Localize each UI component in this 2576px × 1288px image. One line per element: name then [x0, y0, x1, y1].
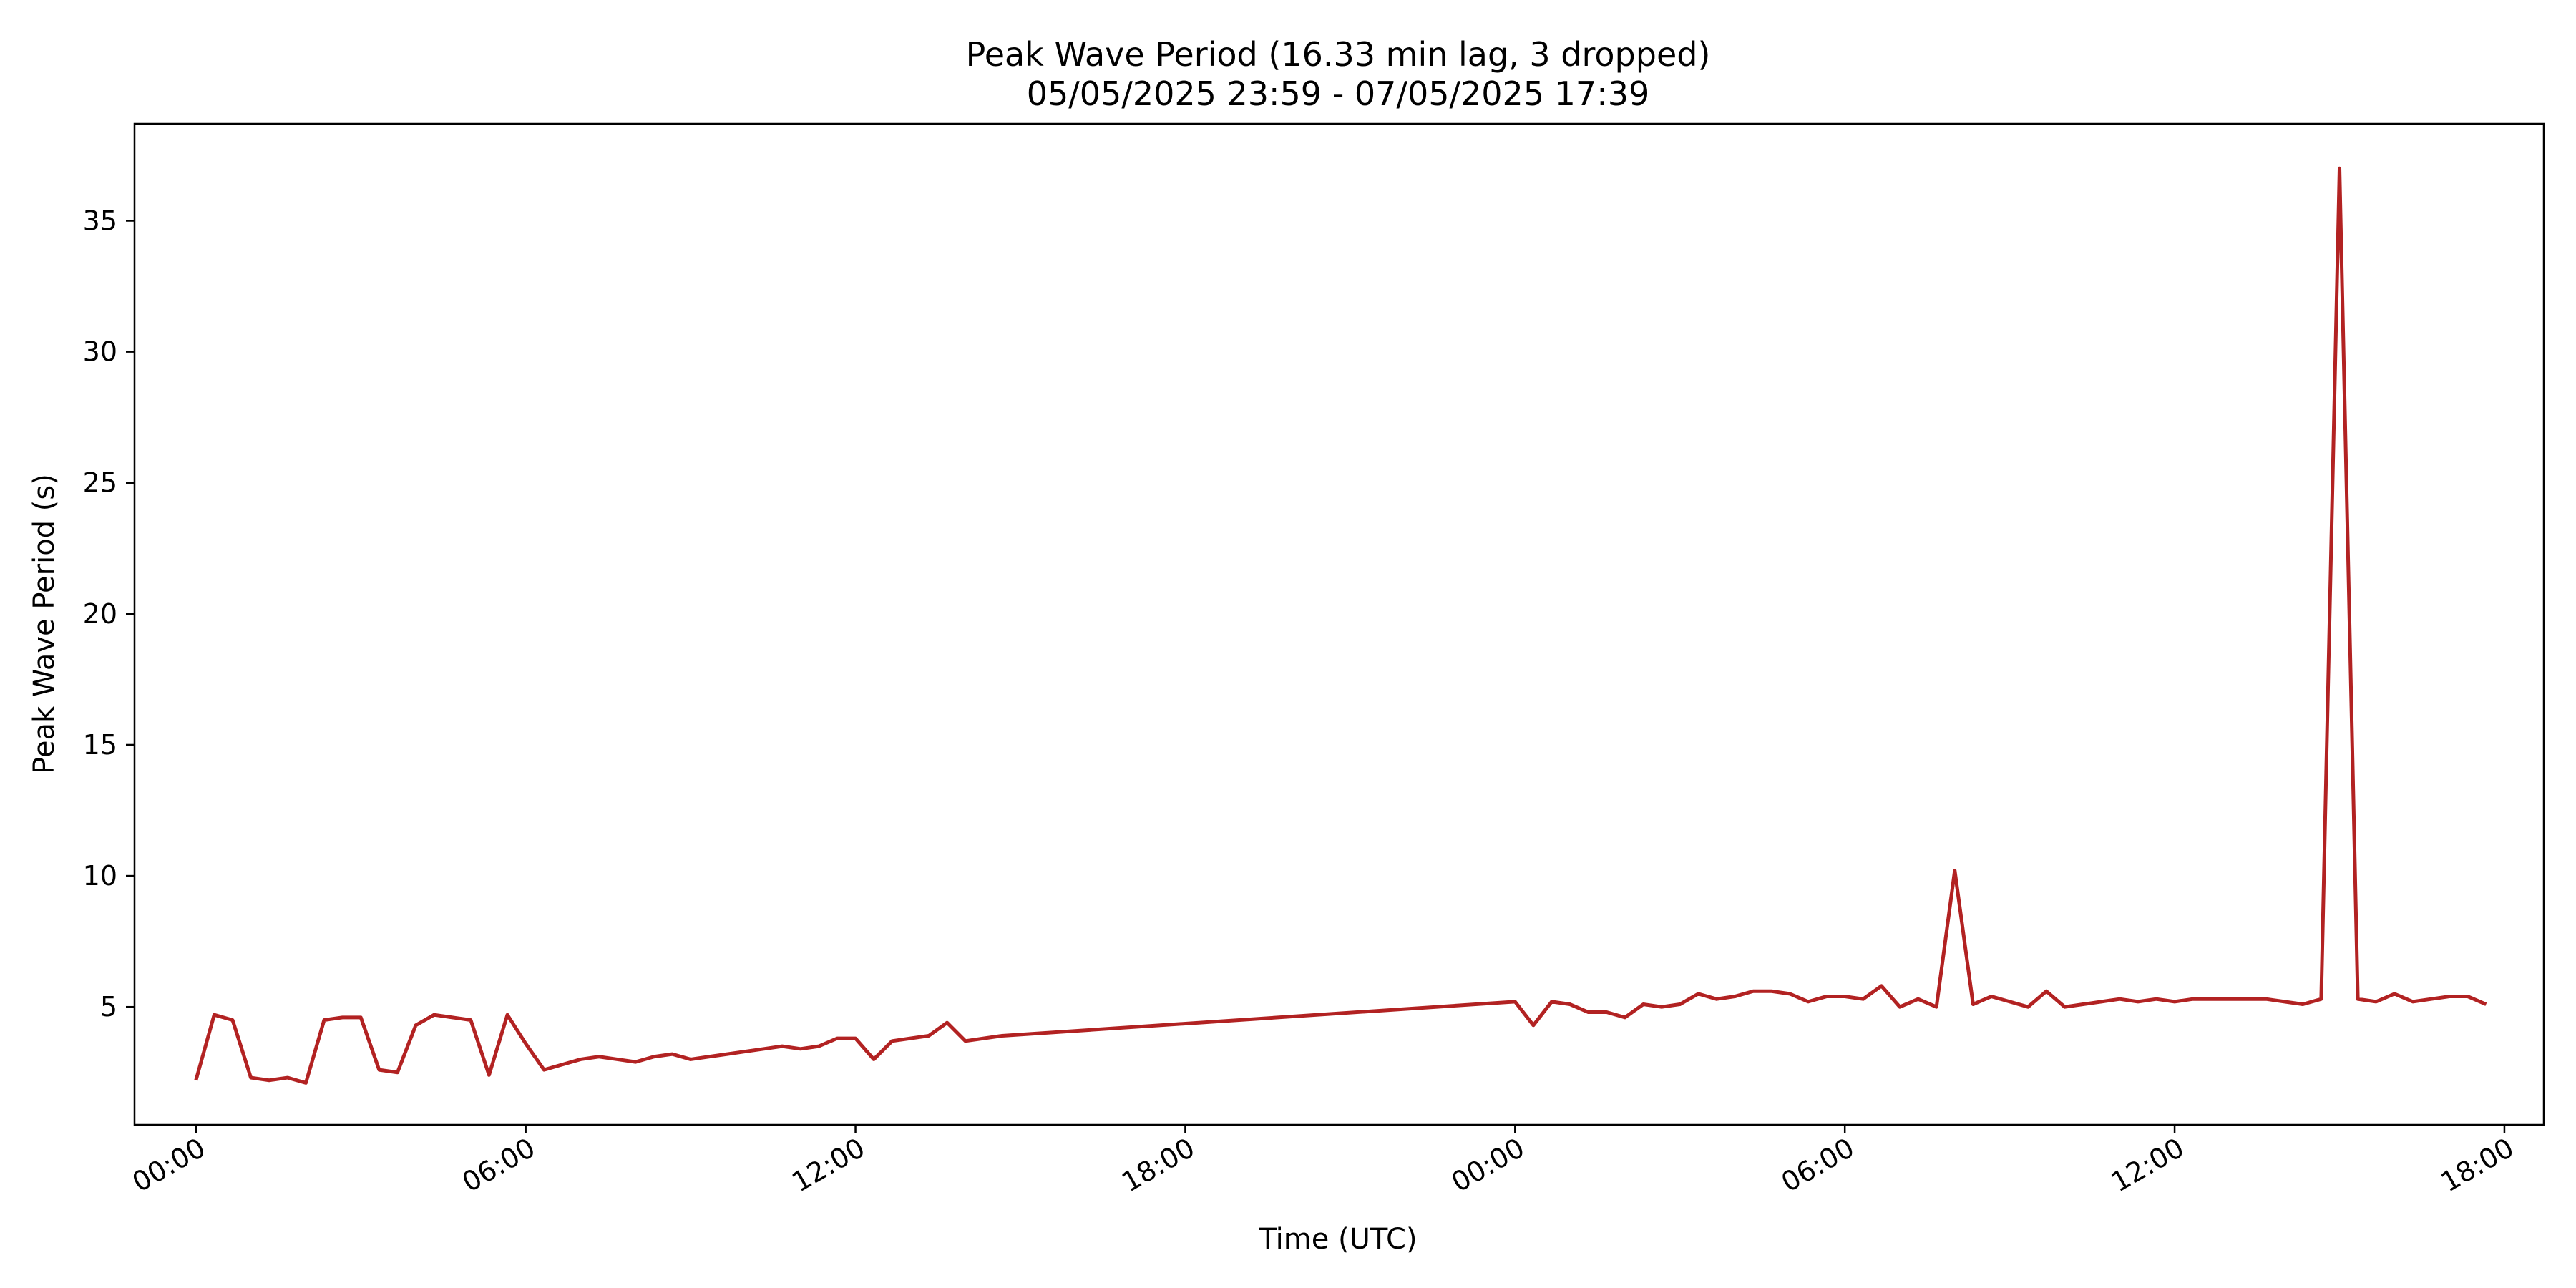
x-tick-label: 18:00	[1116, 1132, 1200, 1199]
y-tick-label: 25	[83, 467, 117, 499]
x-axis-label: Time (UTC)	[1258, 1223, 1417, 1256]
x-tick-label: 18:00	[2436, 1132, 2519, 1199]
x-tick-label: 00:00	[1446, 1132, 1530, 1199]
y-tick-label: 35	[83, 205, 117, 237]
plot-frame	[133, 122, 2545, 1126]
y-axis-label: Peak Wave Period (s)	[28, 474, 61, 774]
series-line-0	[194, 166, 2487, 1085]
y-tick-label: 15	[83, 729, 117, 761]
y-tick-label: 20	[83, 598, 117, 630]
plot-area: 5 10 15 20 25 30 35 00:00 06:00 12:00 18:00 00:00 06…	[83, 122, 2545, 1199]
x-tick-label: 00:00	[127, 1132, 210, 1199]
y-tick-label: 30	[83, 336, 117, 368]
chart-title: Peak Wave Period (16.33 min lag, 3 dropp…	[966, 35, 1711, 74]
y-tick-label: 5	[100, 991, 117, 1023]
x-tick-label: 12:00	[786, 1132, 870, 1199]
x-tick-label: 06:00	[457, 1132, 540, 1199]
x-tick-label: 12:00	[2106, 1132, 2190, 1199]
chart-subtitle: 05/05/2025 23:59 - 07/05/2025 17:39	[1027, 74, 1649, 113]
x-tick-label: 06:00	[1776, 1132, 1860, 1199]
y-tick-label: 10	[83, 860, 117, 892]
